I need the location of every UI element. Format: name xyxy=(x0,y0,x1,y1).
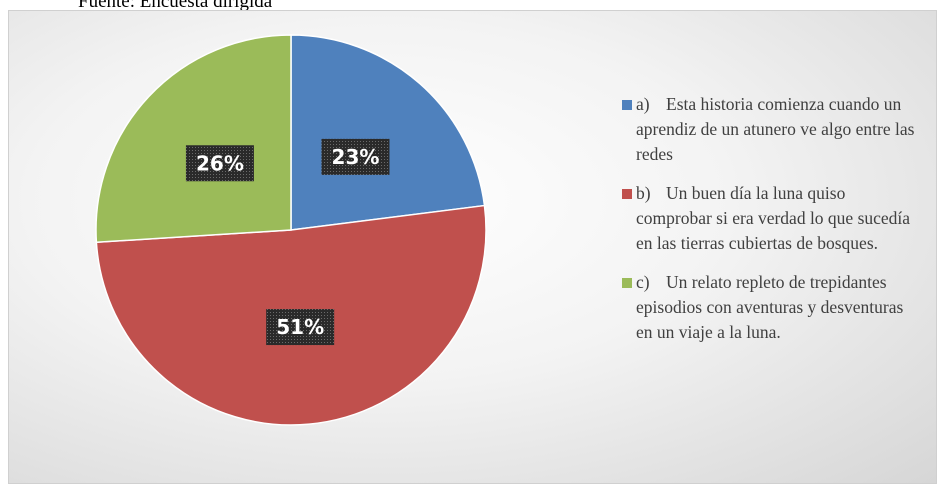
legend-entry: c) Un relato repleto de trepidantes epis… xyxy=(622,270,918,345)
data-label: 51% xyxy=(276,315,324,339)
data-label-box xyxy=(321,138,390,175)
legend-entry: a) Esta historia comienza cuando un apre… xyxy=(622,92,918,167)
legend-swatch xyxy=(622,100,632,110)
legend-swatch xyxy=(622,189,632,199)
legend-entry: b) Un buen día la luna quiso comprobar s… xyxy=(622,181,918,256)
source-note: Fuente: Encuesta dirigida xyxy=(78,0,273,12)
data-label: 26% xyxy=(196,151,244,175)
data-label-box xyxy=(185,145,254,182)
legend-label: a) Esta historia comienza cuando un apre… xyxy=(636,94,919,164)
data-label: 23% xyxy=(332,145,380,169)
pie-slice xyxy=(95,34,292,244)
legend-label: b) Un buen día la luna quiso comprobar s… xyxy=(636,183,915,253)
legend-swatch xyxy=(622,278,632,288)
pie-slice xyxy=(290,34,486,231)
data-label-box xyxy=(266,309,335,346)
legend-label: c) Un relato repleto de trepidantes epis… xyxy=(636,272,908,342)
legend: a) Esta historia comienza cuando un apre… xyxy=(622,92,918,359)
